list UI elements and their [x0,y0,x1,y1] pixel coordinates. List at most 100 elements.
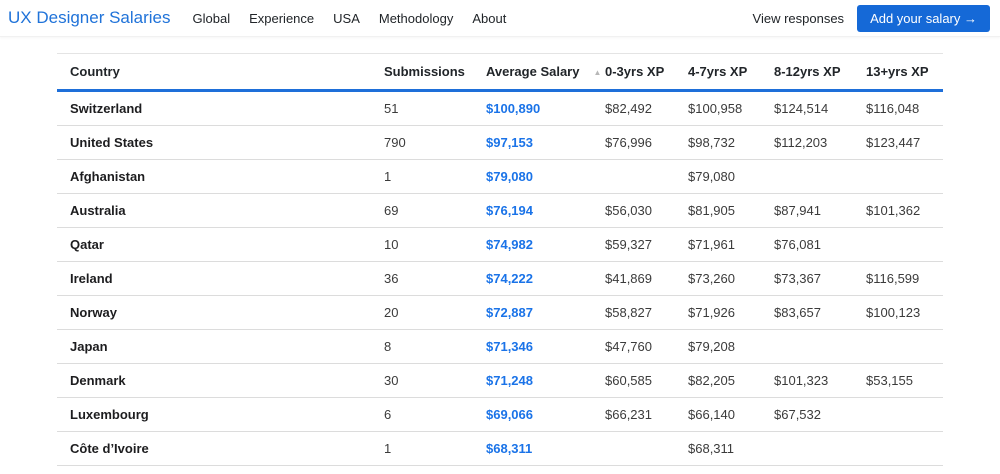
country-cell: Australia [57,193,384,228]
col-header-xp-8-12-label: 8-12yrs XP [774,64,841,79]
table-header-row: Country Submissions Average Salary ▲ 0-3y… [57,53,943,92]
xp-0-3-cell: $41,869 [605,261,688,296]
average-salary-cell: $74,222 [486,261,605,296]
col-header-xp-4-7[interactable]: 4-7yrs XP [688,53,774,92]
nav-item-global[interactable]: Global [192,10,231,26]
xp-13plus-cell [866,329,943,364]
col-header-xp-0-3[interactable]: 0-3yrs XP [605,53,688,92]
submissions-cell: 790 [384,125,486,160]
submissions-cell: 8 [384,329,486,364]
xp-13plus-cell: $53,155 [866,363,943,398]
table-row: Switzerland 51 $100,890 $82,492 $100,958… [57,90,943,126]
xp-0-3-cell: $60,585 [605,363,688,398]
average-salary-cell: $76,194 [486,193,605,228]
table-row: Denmark 30 $71,248 $60,585 $82,205 $101,… [57,363,943,398]
xp-8-12-cell: $101,323 [774,363,866,398]
table-row: Afghanistan 1 $79,080 $79,080 [57,159,943,194]
xp-0-3-cell: $82,492 [605,90,688,126]
submissions-cell: 36 [384,261,486,296]
col-header-country-label: Country [70,64,120,79]
xp-8-12-cell [774,431,866,466]
country-cell: Japan [57,329,384,364]
col-header-country[interactable]: Country [57,53,384,92]
col-header-average-salary[interactable]: Average Salary ▲ [486,53,605,92]
xp-0-3-cell: $58,827 [605,295,688,330]
table-row: United States 790 $97,153 $76,996 $98,73… [57,125,943,160]
xp-0-3-cell: $66,231 [605,397,688,432]
submissions-cell: 1 [384,431,486,466]
nav-item-about[interactable]: About [472,10,507,26]
submissions-cell: 6 [384,397,486,432]
average-salary-cell: $71,248 [486,363,605,398]
average-salary-cell: $72,887 [486,295,605,330]
xp-4-7-cell: $82,205 [688,363,774,398]
view-responses-link[interactable]: View responses [752,10,845,26]
xp-13plus-cell [866,397,943,432]
col-header-submissions-label: Submissions [384,64,465,79]
xp-8-12-cell: $83,657 [774,295,866,330]
nav-item-experience[interactable]: Experience [249,10,315,26]
xp-4-7-cell: $79,208 [688,329,774,364]
xp-8-12-cell [774,159,866,194]
col-header-submissions[interactable]: Submissions [384,53,486,92]
xp-8-12-cell: $87,941 [774,193,866,228]
nav-item-methodology[interactable]: Methodology [378,10,454,26]
xp-4-7-cell: $68,311 [688,431,774,466]
country-cell: Denmark [57,363,384,398]
xp-13plus-cell: $116,048 [866,90,943,126]
salary-table-container: Country Submissions Average Salary ▲ 0-3y… [57,53,943,466]
col-header-average-salary-label: Average Salary [486,64,580,79]
nav-right: View responses Add your salary → [752,4,990,32]
col-header-xp-13plus-label: 13+yrs XP [866,64,929,79]
xp-8-12-cell: $112,203 [774,125,866,160]
xp-0-3-cell: $76,996 [605,125,688,160]
col-header-xp-0-3-label: 0-3yrs XP [605,64,665,79]
submissions-cell: 30 [384,363,486,398]
average-salary-cell: $69,066 [486,397,605,432]
site-title[interactable]: UX Designer Salaries [8,8,171,27]
salary-table: Country Submissions Average Salary ▲ 0-3y… [57,53,943,466]
xp-13plus-cell [866,431,943,466]
table-row: Côte d’Ivoire 1 $68,311 $68,311 [57,431,943,466]
country-cell: Norway [57,295,384,330]
submissions-cell: 10 [384,227,486,262]
xp-8-12-cell: $67,532 [774,397,866,432]
country-cell: Ireland [57,261,384,296]
add-salary-button[interactable]: Add your salary → [857,4,990,32]
table-row: Japan 8 $71,346 $47,760 $79,208 [57,329,943,364]
table-row: Qatar 10 $74,982 $59,327 $71,961 $76,081 [57,227,943,262]
col-header-xp-13plus[interactable]: 13+yrs XP [866,53,943,92]
main-nav: Global Experience USA Methodology About [193,11,507,26]
xp-13plus-cell: $123,447 [866,125,943,160]
xp-4-7-cell: $100,958 [688,90,774,126]
top-nav: UX Designer Salaries Global Experience U… [0,0,1000,37]
xp-0-3-cell: $47,760 [605,329,688,364]
table-row: Norway 20 $72,887 $58,827 $71,926 $83,65… [57,295,943,330]
country-cell: Switzerland [57,90,384,126]
nav-item-usa[interactable]: USA [333,10,360,26]
xp-13plus-cell [866,159,943,194]
table-row: Australia 69 $76,194 $56,030 $81,905 $87… [57,193,943,228]
average-salary-cell: $68,311 [486,431,605,466]
xp-0-3-cell [605,159,688,194]
average-salary-cell: $97,153 [486,125,605,160]
xp-8-12-cell [774,329,866,364]
submissions-cell: 1 [384,159,486,194]
average-salary-cell: $79,080 [486,159,605,194]
xp-0-3-cell [605,431,688,466]
xp-4-7-cell: $81,905 [688,193,774,228]
country-cell: Luxembourg [57,397,384,432]
submissions-cell: 20 [384,295,486,330]
xp-4-7-cell: $98,732 [688,125,774,160]
table-row: Luxembourg 6 $69,066 $66,231 $66,140 $67… [57,397,943,432]
sort-ascending-icon: ▲ [593,68,602,77]
xp-13plus-cell: $116,599 [866,261,943,296]
xp-0-3-cell: $59,327 [605,227,688,262]
xp-13plus-cell [866,227,943,262]
average-salary-cell: $74,982 [486,227,605,262]
country-cell: Côte d’Ivoire [57,431,384,466]
xp-4-7-cell: $66,140 [688,397,774,432]
average-salary-cell: $100,890 [486,90,605,126]
col-header-xp-8-12[interactable]: 8-12yrs XP [774,53,866,92]
col-header-xp-4-7-label: 4-7yrs XP [688,64,748,79]
